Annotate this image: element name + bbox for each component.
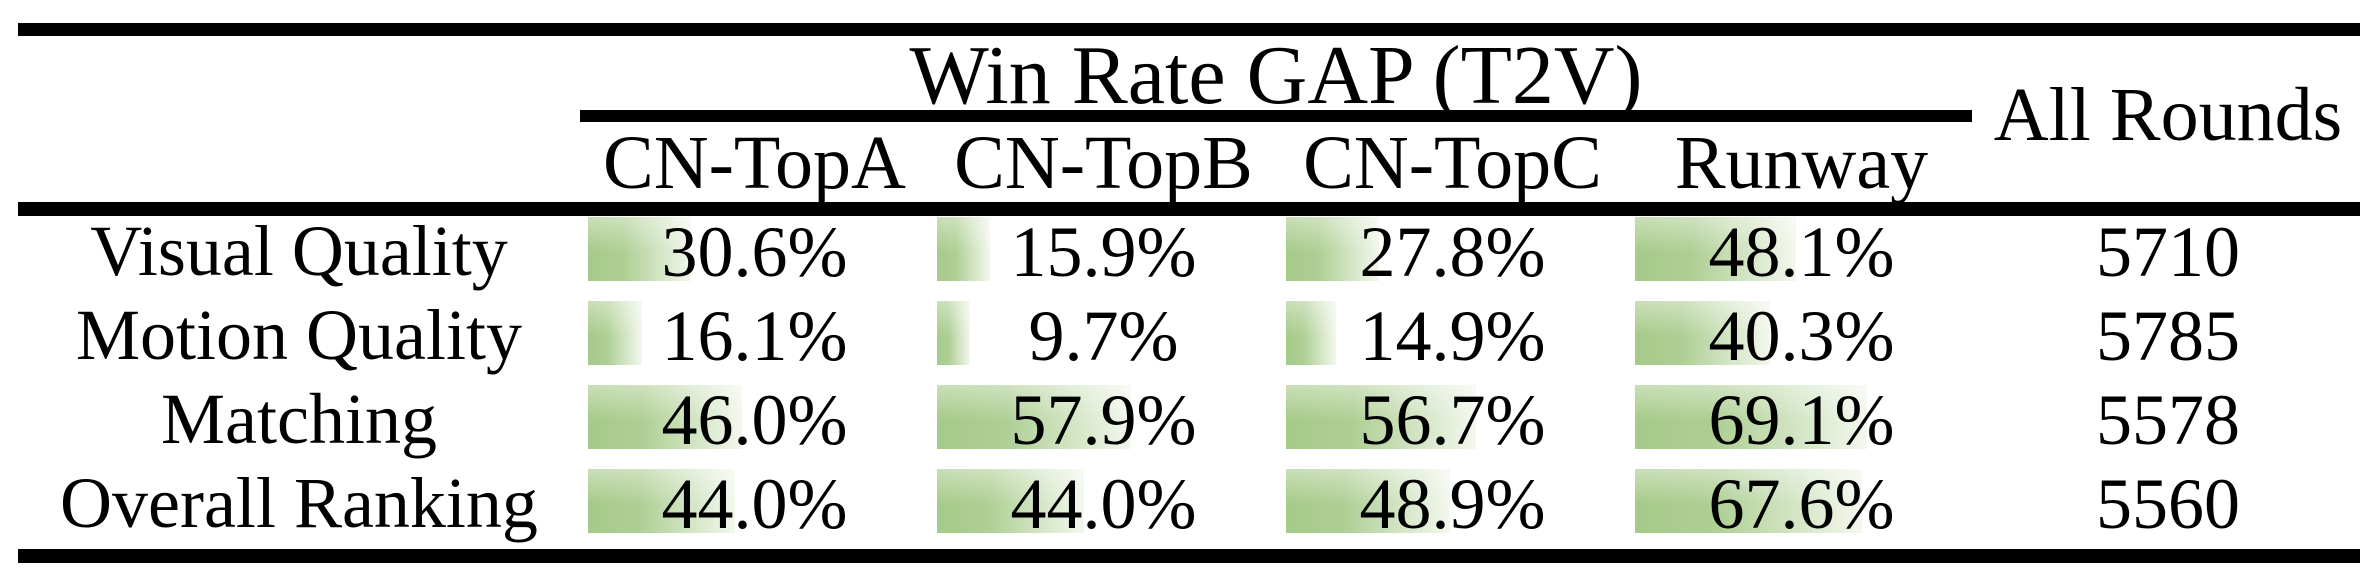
header-separator-rule <box>18 202 2360 216</box>
column-header-runway: Runway <box>1674 121 1929 205</box>
table-row-overall-ranking: Overall Ranking 44.0% 44.0% 48.9% 67.6% … <box>0 459 2376 544</box>
win-rate-bar <box>1635 301 1770 365</box>
win-rate-bar <box>937 301 970 365</box>
win-rate-value: 44.0% <box>1010 464 1197 544</box>
win-rate-value: 40.3% <box>1708 296 1895 376</box>
win-rate-value: 15.9% <box>1010 212 1197 292</box>
group-span-rule <box>580 110 1972 122</box>
row-label: Visual Quality <box>90 211 508 291</box>
win-rate-cell: 27.8% <box>1278 207 1627 292</box>
table-row-motion-quality: Motion Quality 16.1% 9.7% 14.9% 40.3% 57… <box>0 291 2376 376</box>
win-rate-cell: 48.9% <box>1278 459 1627 544</box>
win-rate-value: 30.6% <box>661 212 848 292</box>
top-border-rule <box>18 23 2360 36</box>
win-rate-value: 16.1% <box>661 296 848 376</box>
all-rounds-column-header: All Rounds <box>1993 72 2343 157</box>
win-rate-value: 57.9% <box>1010 380 1197 460</box>
win-rate-value: 44.0% <box>661 464 848 544</box>
win-rate-bar <box>588 217 691 281</box>
column-header-cn-topc: CN-TopC <box>1303 121 1602 205</box>
group-header-title: Win Rate GAP (T2V) <box>909 29 1643 122</box>
row-label: Matching <box>161 379 437 459</box>
win-rate-cell: 44.0% <box>929 459 1278 544</box>
win-rate-value: 27.8% <box>1359 212 1546 292</box>
win-rate-cell: 44.0% <box>580 459 929 544</box>
win-rate-cell: 15.9% <box>929 207 1278 292</box>
win-rate-cell: 69.1% <box>1627 375 1976 460</box>
win-rate-cell: 67.6% <box>1627 459 1976 544</box>
win-rate-value: 9.7% <box>1028 296 1179 376</box>
win-rate-cell: 16.1% <box>580 291 929 376</box>
win-rate-value: 56.7% <box>1359 380 1546 460</box>
win-rate-bar <box>1635 469 1862 533</box>
win-rate-bar <box>1635 385 1867 449</box>
win-rate-bar <box>1286 301 1336 365</box>
table-row-visual-quality: Visual Quality 30.6% 15.9% 27.8% 48.1% 5… <box>0 207 2376 292</box>
win-rate-cell: 46.0% <box>580 375 929 460</box>
win-rate-bar <box>1286 469 1450 533</box>
win-rate-cell: 48.1% <box>1627 207 1976 292</box>
table-row-matching: Matching 46.0% 57.9% 56.7% 69.1% 5578 <box>0 375 2376 460</box>
column-header-cn-topb: CN-TopB <box>954 121 1253 205</box>
win-rate-bar <box>1286 217 1380 281</box>
all-rounds-value: 5785 <box>2096 296 2240 376</box>
win-rate-cell: 57.9% <box>929 375 1278 460</box>
win-rate-value: 48.9% <box>1359 464 1546 544</box>
win-rate-value: 48.1% <box>1708 212 1895 292</box>
all-rounds-value: 5560 <box>2096 464 2240 544</box>
win-rate-cell: 40.3% <box>1627 291 1976 376</box>
column-header-cn-topa: CN-TopA <box>603 121 906 205</box>
win-rate-cell: 30.6% <box>580 207 929 292</box>
win-rate-bar <box>1635 217 1797 281</box>
win-rate-cell: 14.9% <box>1278 291 1627 376</box>
all-rounds-value: 5578 <box>2096 380 2240 460</box>
bottom-border-rule <box>18 549 2360 563</box>
win-rate-bar <box>937 469 1085 533</box>
win-rate-bar <box>588 469 736 533</box>
row-label: Motion Quality <box>76 295 522 375</box>
all-rounds-value: 5710 <box>2096 212 2240 292</box>
win-rate-value: 46.0% <box>661 380 848 460</box>
win-rate-bar <box>1286 385 1476 449</box>
row-label: Overall Ranking <box>60 463 538 543</box>
win-rate-value: 69.1% <box>1708 380 1895 460</box>
win-rate-bar <box>588 385 743 449</box>
win-rate-cell: 9.7% <box>929 291 1278 376</box>
win-rate-value: 14.9% <box>1359 296 1546 376</box>
win-rate-bar <box>588 301 642 365</box>
win-rate-bar <box>937 385 1131 449</box>
win-rate-bar <box>937 217 991 281</box>
win-rate-cell: 56.7% <box>1278 375 1627 460</box>
win-rate-value: 67.6% <box>1708 464 1895 544</box>
